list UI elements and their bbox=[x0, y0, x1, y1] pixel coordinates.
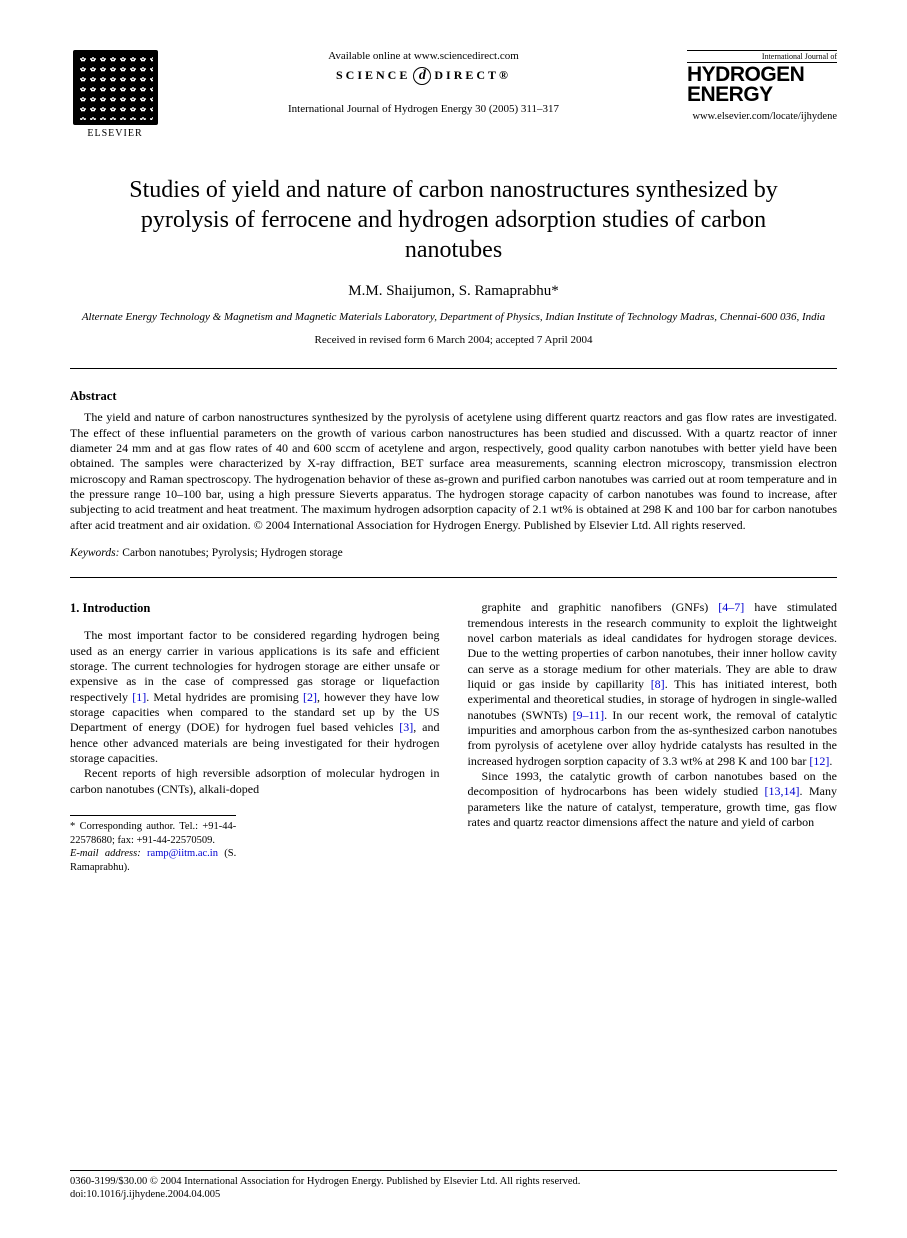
footnote-email: E-mail address: ramp@iitm.ac.in (S. Rama… bbox=[70, 847, 236, 874]
sciencedirect-icon: d bbox=[413, 67, 431, 85]
keywords-text: Carbon nanotubes; Pyrolysis; Hydrogen st… bbox=[119, 547, 342, 559]
abstract-heading: Abstract bbox=[70, 389, 837, 404]
journal-logo-main: HYDROGEN ENERGY bbox=[687, 65, 837, 105]
citation-8[interactable]: [8] bbox=[651, 677, 665, 691]
citation-4-7[interactable]: [4–7] bbox=[718, 600, 744, 614]
keywords: Keywords: Carbon nanotubes; Pyrolysis; H… bbox=[70, 547, 837, 559]
affiliation: Alternate Energy Technology & Magnetism … bbox=[70, 310, 837, 324]
intro-para-4: Since 1993, the catalytic growth of carb… bbox=[468, 769, 838, 830]
column-left: 1. Introduction The most important facto… bbox=[70, 600, 440, 875]
journal-logo: International Journal of HYDROGEN ENERGY… bbox=[687, 50, 837, 122]
column-right: graphite and graphitic nanofibers (GNFs)… bbox=[468, 600, 838, 875]
citation-3[interactable]: [3] bbox=[399, 720, 413, 734]
intro-para-1: The most important factor to be consider… bbox=[70, 628, 440, 766]
journal-url: www.elsevier.com/locate/ijhydene bbox=[687, 111, 837, 122]
sciencedirect-logo: SCIENCE d DIRECT® bbox=[336, 67, 511, 85]
keywords-label: Keywords: bbox=[70, 547, 119, 559]
introduction-heading: 1. Introduction bbox=[70, 600, 440, 616]
authors: M.M. Shaijumon, S. Ramaprabhu* bbox=[70, 283, 837, 300]
article-title: Studies of yield and nature of carbon na… bbox=[90, 175, 817, 265]
elsevier-text: ELSEVIER bbox=[87, 128, 142, 139]
journal-reference: International Journal of Hydrogen Energy… bbox=[180, 103, 667, 115]
page-header: ELSEVIER Available online at www.science… bbox=[70, 50, 837, 145]
citation-13-14[interactable]: [13,14] bbox=[765, 784, 800, 798]
page-footer: 0360-3199/$30.00 © 2004 International As… bbox=[70, 1170, 837, 1202]
footer-doi: doi:10.1016/j.ijhydene.2004.04.005 bbox=[70, 1188, 837, 1202]
sd-left: SCIENCE bbox=[336, 68, 410, 83]
corresponding-marker: * bbox=[551, 283, 559, 299]
intro-para-2: Recent reports of high reversible adsorp… bbox=[70, 766, 440, 797]
footer-copyright: 0360-3199/$30.00 © 2004 International As… bbox=[70, 1175, 837, 1189]
citation-12[interactable]: [12] bbox=[809, 754, 829, 768]
author-names: M.M. Shaijumon, S. Ramaprabhu bbox=[348, 283, 551, 299]
journal-logo-top: International Journal of bbox=[687, 50, 837, 63]
center-header: Available online at www.sciencedirect.co… bbox=[160, 50, 687, 115]
divider-top bbox=[70, 368, 837, 369]
available-online-text: Available online at www.sciencedirect.co… bbox=[180, 50, 667, 62]
citation-2[interactable]: [2] bbox=[303, 690, 317, 704]
citation-1[interactable]: [1] bbox=[132, 690, 146, 704]
footnote-corr: * Corresponding author. Tel.: +91-44-225… bbox=[70, 820, 236, 847]
article-dates: Received in revised form 6 March 2004; a… bbox=[70, 334, 837, 346]
email-link[interactable]: ramp@iitm.ac.in bbox=[147, 848, 218, 859]
email-label: E-mail address: bbox=[70, 848, 141, 859]
abstract-body: The yield and nature of carbon nanostruc… bbox=[70, 410, 837, 533]
citation-9-11[interactable]: [9–11] bbox=[573, 708, 605, 722]
body-columns: 1. Introduction The most important facto… bbox=[70, 600, 837, 875]
corresponding-footnote: * Corresponding author. Tel.: +91-44-225… bbox=[70, 815, 236, 875]
elsevier-tree-icon bbox=[73, 50, 158, 125]
journal-logo-line2: ENERGY bbox=[687, 83, 773, 106]
footer-divider bbox=[70, 1170, 837, 1171]
sd-right: DIRECT® bbox=[434, 68, 511, 83]
divider-bottom bbox=[70, 577, 837, 578]
intro-para-3: graphite and graphitic nanofibers (GNFs)… bbox=[468, 600, 838, 769]
elsevier-logo: ELSEVIER bbox=[70, 50, 160, 145]
